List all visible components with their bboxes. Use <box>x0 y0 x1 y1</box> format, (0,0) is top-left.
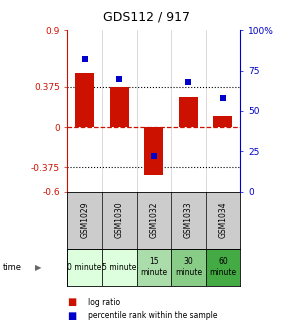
Text: GDS112 / 917: GDS112 / 917 <box>103 10 190 23</box>
Bar <box>214 116 232 127</box>
Text: 15
minute: 15 minute <box>140 257 167 277</box>
Bar <box>144 127 163 175</box>
Bar <box>137 249 171 286</box>
Text: ■: ■ <box>67 311 77 321</box>
Text: ■: ■ <box>67 297 77 307</box>
Bar <box>179 97 198 127</box>
Bar <box>110 87 129 127</box>
Text: GSM1033: GSM1033 <box>184 202 193 239</box>
Text: 60
minute: 60 minute <box>209 257 236 277</box>
Text: GSM1032: GSM1032 <box>149 202 158 238</box>
Text: time: time <box>3 263 22 271</box>
Text: 5 minute: 5 minute <box>102 263 137 271</box>
Bar <box>75 73 94 127</box>
Bar <box>171 249 206 286</box>
Text: 30
minute: 30 minute <box>175 257 202 277</box>
Text: log ratio: log ratio <box>88 298 120 307</box>
Bar <box>206 249 240 286</box>
Text: GSM1030: GSM1030 <box>115 202 124 239</box>
Text: percentile rank within the sample: percentile rank within the sample <box>88 311 217 320</box>
Text: 0 minute: 0 minute <box>67 263 102 271</box>
Text: GSM1034: GSM1034 <box>219 202 227 239</box>
Bar <box>67 249 102 286</box>
Bar <box>102 249 137 286</box>
Text: ▶: ▶ <box>35 263 41 271</box>
Text: GSM1029: GSM1029 <box>80 202 89 238</box>
